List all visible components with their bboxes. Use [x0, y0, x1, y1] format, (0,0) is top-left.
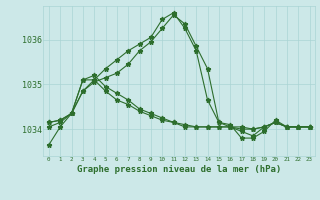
X-axis label: Graphe pression niveau de la mer (hPa): Graphe pression niveau de la mer (hPa): [77, 165, 281, 174]
